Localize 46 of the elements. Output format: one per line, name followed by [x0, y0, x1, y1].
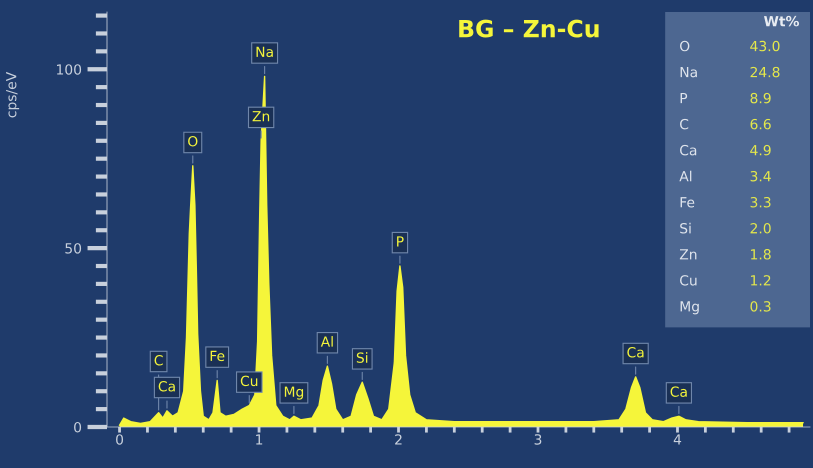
annotation: C — [154, 355, 163, 366]
annotation: Ca — [627, 347, 644, 358]
annotation: 3.4 — [750, 170, 771, 182]
annotation: Fe — [210, 350, 224, 362]
annotation: O — [680, 40, 690, 52]
annotation: Na — [680, 67, 697, 78]
annotation: Ca — [158, 381, 175, 392]
annotation: Al — [320, 336, 333, 347]
x-tick-label: 3 — [534, 434, 542, 445]
y-tick-label: 100 — [57, 64, 82, 75]
annotation: Fe — [680, 197, 694, 208]
annotation: P — [680, 93, 688, 104]
annotation: 0.3 — [750, 301, 771, 312]
annotation: 4.9 — [750, 144, 771, 156]
annotation: 1.8 — [751, 249, 771, 260]
annotation: 1.2 — [751, 275, 770, 286]
x-tick-label: 0 — [116, 434, 124, 445]
x-tick-label: 4 — [674, 434, 682, 444]
y-tick-label: 50 — [65, 243, 82, 254]
annotation: Cu — [240, 376, 258, 386]
annotation: 8.9 — [750, 92, 771, 104]
annotation: Cu — [680, 275, 696, 286]
annotation: O — [188, 136, 198, 146]
y-tick-label: 0 — [74, 422, 82, 432]
annotation: Mg — [284, 386, 304, 400]
annotation: Mg — [680, 301, 699, 314]
annotation: Zn — [680, 249, 696, 260]
chart-title: BG – Zn-Cu — [459, 20, 599, 38]
annotation: Ca — [670, 386, 687, 397]
annotation: Ca — [680, 144, 696, 156]
annotation: Si — [356, 352, 368, 363]
annotation: Na — [256, 46, 273, 58]
annotation: Wt% — [764, 16, 800, 26]
annotation: 2.0 — [750, 223, 771, 234]
annotation: Zn — [252, 111, 270, 122]
annotation: Si — [680, 222, 691, 234]
x-tick-label: 1 — [256, 434, 262, 444]
annotation: P — [397, 236, 404, 246]
annotation: 6.6 — [750, 118, 771, 130]
annotation: 3.3 — [750, 196, 771, 208]
annotation: Al — [679, 170, 692, 182]
annotation: 43.0 — [750, 40, 780, 52]
annotation: 24.8 — [750, 66, 780, 78]
x-tick-label: 2 — [395, 434, 402, 444]
y-axis-title: cps/eV — [6, 72, 20, 118]
annotation: C — [680, 118, 688, 130]
